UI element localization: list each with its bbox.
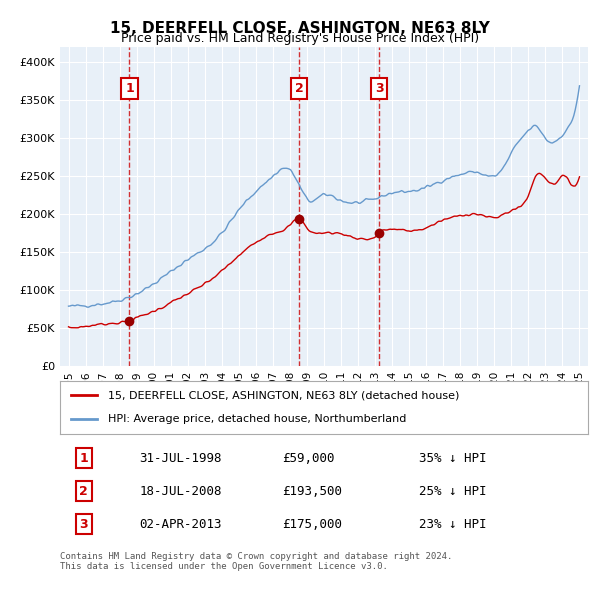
Text: £175,000: £175,000 <box>282 517 342 531</box>
Text: 1: 1 <box>79 451 88 465</box>
Text: Price paid vs. HM Land Registry's House Price Index (HPI): Price paid vs. HM Land Registry's House … <box>121 32 479 45</box>
Text: Contains HM Land Registry data © Crown copyright and database right 2024.
This d: Contains HM Land Registry data © Crown c… <box>60 552 452 571</box>
Text: 18-JUL-2008: 18-JUL-2008 <box>139 484 222 498</box>
Text: 15, DEERFELL CLOSE, ASHINGTON, NE63 8LY: 15, DEERFELL CLOSE, ASHINGTON, NE63 8LY <box>110 21 490 35</box>
Text: 2: 2 <box>79 484 88 498</box>
Text: 02-APR-2013: 02-APR-2013 <box>139 517 222 531</box>
Text: 15, DEERFELL CLOSE, ASHINGTON, NE63 8LY (detached house): 15, DEERFELL CLOSE, ASHINGTON, NE63 8LY … <box>107 391 459 401</box>
Text: 31-JUL-1998: 31-JUL-1998 <box>139 451 222 465</box>
Text: 23% ↓ HPI: 23% ↓ HPI <box>419 517 487 531</box>
Text: HPI: Average price, detached house, Northumberland: HPI: Average price, detached house, Nort… <box>107 414 406 424</box>
Text: 35% ↓ HPI: 35% ↓ HPI <box>419 451 487 465</box>
Text: 2: 2 <box>295 82 304 95</box>
Text: £193,500: £193,500 <box>282 484 342 498</box>
Text: 25% ↓ HPI: 25% ↓ HPI <box>419 484 487 498</box>
Text: 1: 1 <box>125 82 134 95</box>
Text: 3: 3 <box>79 517 88 531</box>
Text: £59,000: £59,000 <box>282 451 334 465</box>
Text: 3: 3 <box>375 82 383 95</box>
